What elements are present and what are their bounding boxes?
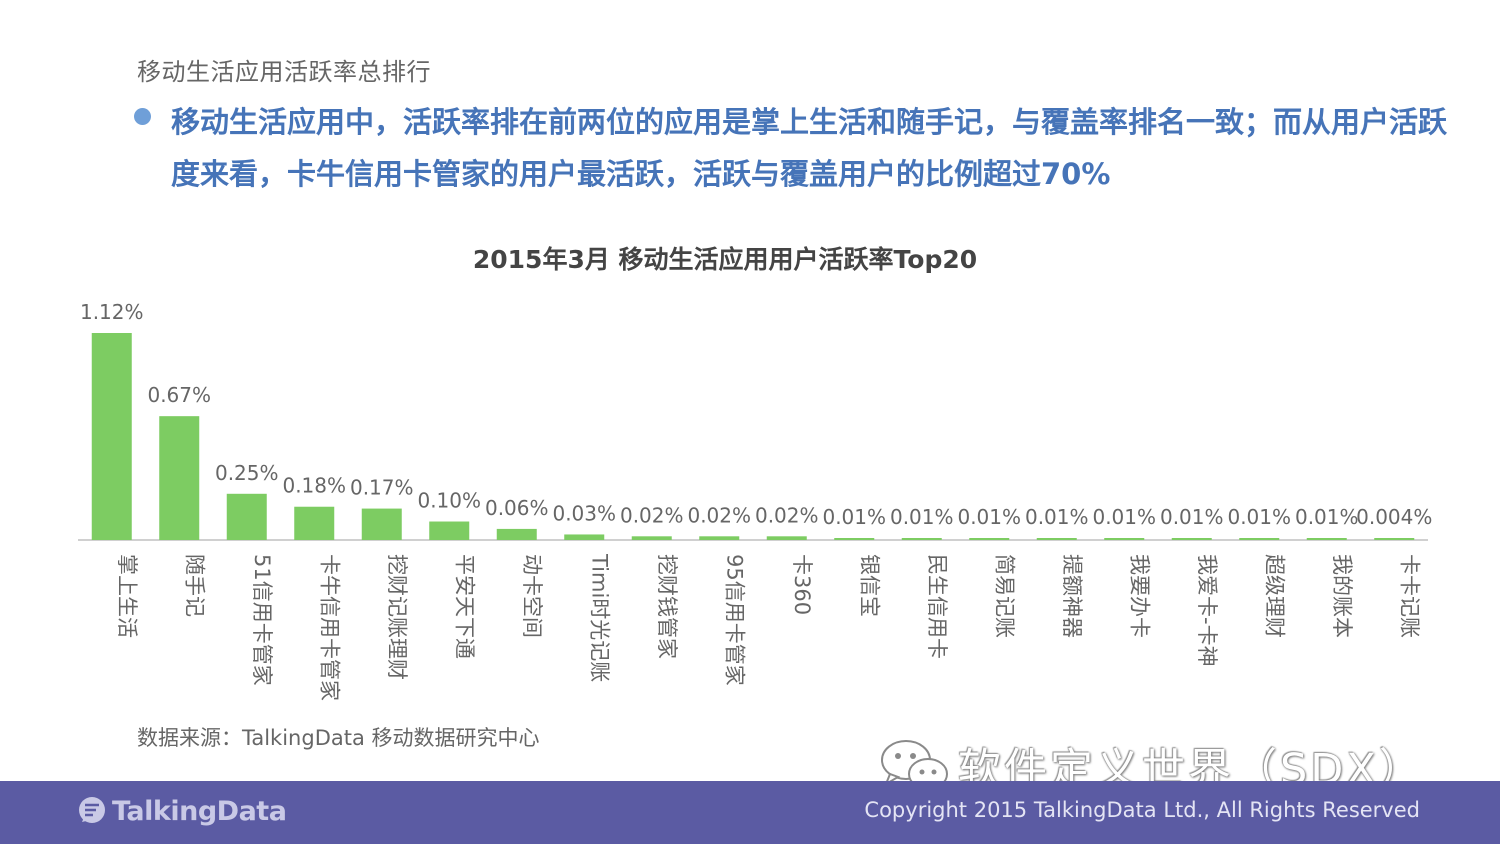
category-label-6: 平安天下通: [452, 554, 476, 659]
bar-14: [969, 538, 1010, 540]
category-label-20: 卡卡记账: [1397, 554, 1421, 638]
bar-4: [294, 506, 335, 540]
value-label-4: 0.18%: [282, 474, 346, 498]
value-label-16: 0.01%: [1092, 505, 1156, 529]
category-label-15: 提额神器: [1060, 554, 1084, 638]
bar-5: [361, 508, 402, 540]
bar-17: [1171, 538, 1212, 540]
category-label-11: 卡360: [790, 554, 814, 615]
value-label-13: 0.01%: [890, 505, 954, 529]
category-label-18: 超级理财: [1262, 554, 1286, 638]
value-label-8: 0.03%: [552, 501, 616, 525]
bar-13: [901, 538, 942, 540]
bar-16: [1104, 538, 1145, 540]
category-label-16: 我要办卡: [1127, 554, 1151, 638]
bar-7: [496, 528, 537, 540]
value-label-15: 0.01%: [1025, 505, 1089, 529]
bar-10: [699, 536, 740, 540]
value-label-6: 0.10%: [417, 489, 481, 513]
bar-19: [1306, 538, 1347, 540]
bar-1: [91, 333, 132, 540]
bar-chart: 1.12% 掌上生活 0.67% 随手记 0.25% 51信用卡管家 0.18% 卡牛信用卡管…: [78, 300, 1432, 701]
key-finding-text: 移动生活应用中，活跃率排在前两位的应用是掌上生活和随手记，与覆盖率排名一致；而从…: [171, 105, 1448, 191]
bar-3: [226, 493, 267, 540]
bar-18: [1239, 538, 1280, 540]
bullet-dot-icon: [134, 108, 151, 125]
value-label-11: 0.02%: [755, 503, 819, 527]
value-label-3: 0.25%: [215, 461, 279, 485]
copyright: Copyright 2015 TalkingData Ltd., All Rig…: [864, 798, 1420, 822]
brand: TalkingData: [76, 795, 287, 827]
bar-12: [834, 538, 875, 540]
value-label-14: 0.01%: [957, 505, 1021, 529]
data-source-note: 数据来源：TalkingData 移动数据研究中心: [137, 726, 540, 750]
value-label-12: 0.01%: [822, 505, 886, 529]
category-label-5: 挖财记账理财: [385, 554, 409, 680]
value-label-17: 0.01%: [1160, 505, 1224, 529]
bar-11: [766, 536, 807, 540]
value-label-20: 0.004%: [1356, 505, 1432, 529]
value-label-10: 0.02%: [687, 503, 751, 527]
value-label-9: 0.02%: [620, 503, 684, 527]
category-label-4: 卡牛信用卡管家: [317, 554, 341, 701]
category-label-2: 随手记: [182, 554, 206, 617]
value-label-2: 0.67%: [147, 383, 211, 407]
category-label-13: 民生信用卡: [925, 554, 949, 659]
category-label-14: 简易记账: [992, 554, 1016, 638]
chart-title: 2015年3月 移动生活应用用户活跃率Top20: [472, 245, 978, 274]
category-label-9: 挖财钱管家: [655, 554, 679, 659]
category-label-17: 我爱卡-卡神: [1195, 554, 1219, 667]
category-label-10: 95信用卡管家: [722, 554, 746, 686]
bar-2: [159, 416, 200, 540]
category-label-7: 动卡空间: [520, 554, 544, 638]
bar-20: [1374, 538, 1415, 540]
category-label-19: 我的账本: [1330, 554, 1354, 638]
brand-name: TalkingData: [112, 795, 287, 827]
value-label-1: 1.12%: [80, 300, 144, 324]
bar-15: [1036, 538, 1077, 540]
value-label-7: 0.06%: [485, 496, 549, 520]
value-label-5: 0.17%: [350, 476, 414, 500]
category-label-12: 银信宝: [857, 554, 881, 617]
category-label-3: 51信用卡管家: [250, 554, 274, 686]
value-label-18: 0.01%: [1227, 505, 1291, 529]
talkingdata-logo-icon: [79, 797, 105, 823]
value-label-19: 0.01%: [1295, 505, 1359, 529]
category-label-8: Timi时光记账: [587, 553, 611, 682]
bar-9: [631, 536, 672, 540]
key-finding: 移动生活应用中，活跃率排在前两位的应用是掌上生活和随手记，与覆盖率排名一致；而从…: [134, 96, 1474, 200]
category-label-1: 掌上生活: [115, 554, 139, 638]
footer-bar: TalkingData Copyright 2015 TalkingData L…: [0, 781, 1500, 844]
bar-8: [564, 534, 605, 540]
section-label: 移动生活应用活跃率总排行: [137, 58, 431, 86]
bar-6: [429, 521, 470, 540]
